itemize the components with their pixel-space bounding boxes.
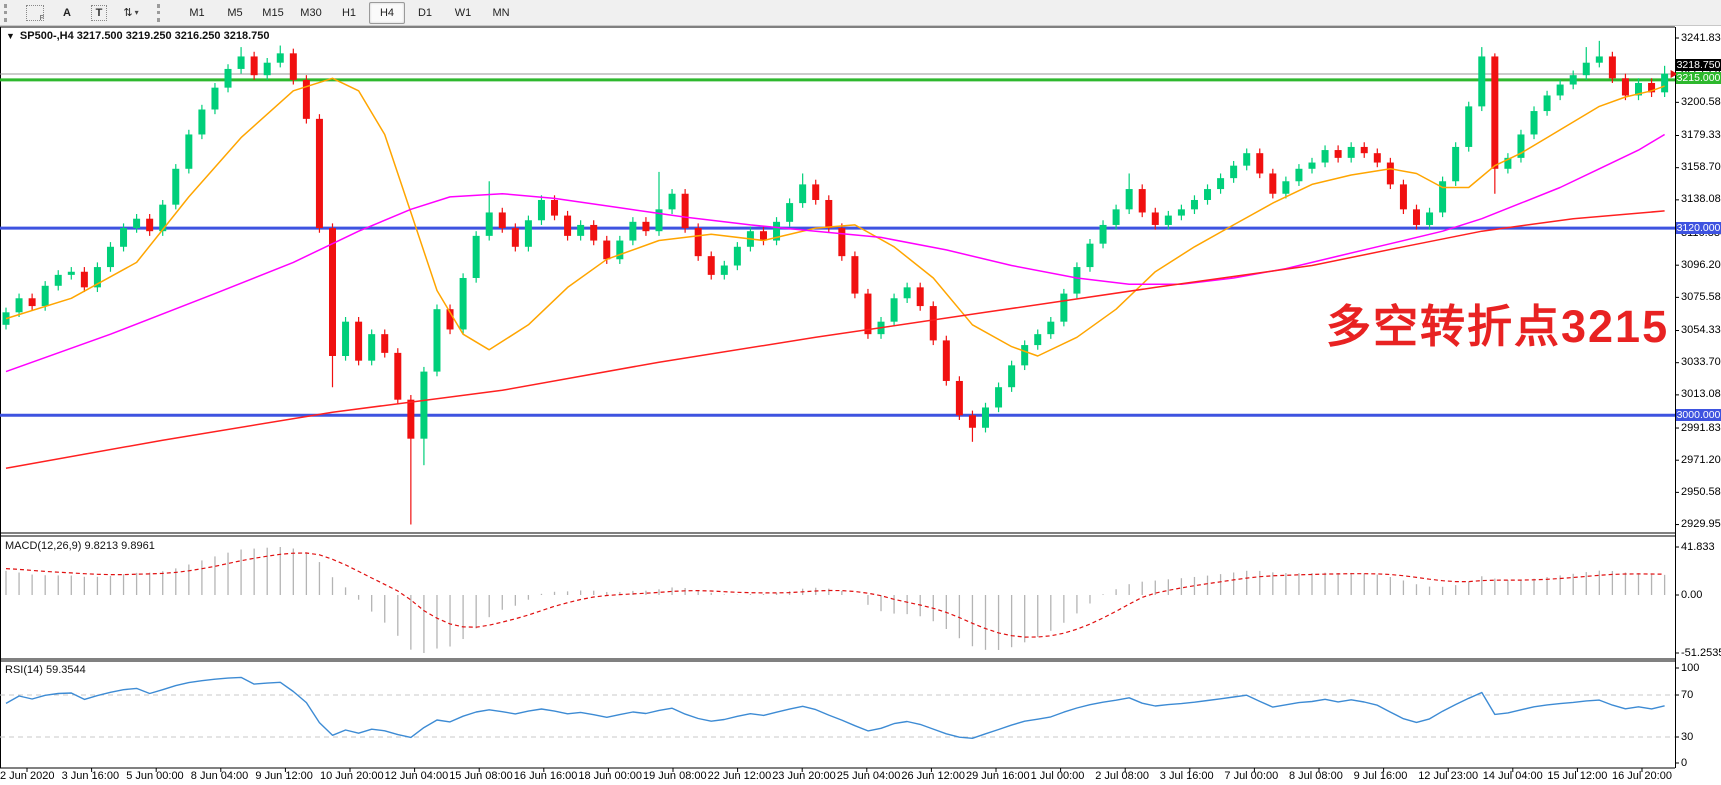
- price-tick-label: 3075.580: [1681, 290, 1721, 303]
- price-marker-bid-price: 3218.750: [1676, 59, 1721, 71]
- timeframe-button-mn[interactable]: MN: [492, 6, 510, 19]
- symbol-caret-icon: ▼: [6, 31, 15, 41]
- rsi-axis-label: 30: [1681, 730, 1694, 743]
- chart-annotation: 多空转折点3215: [1326, 301, 1670, 352]
- time-axis-label: 16 Jun 16:00: [513, 770, 578, 782]
- time-axis-label: 16 Jul 20:00: [1612, 770, 1672, 782]
- text-label-icon: T: [91, 4, 107, 21]
- time-axis-label: 7 Jul 00:00: [1224, 770, 1279, 782]
- last-price-marker: [1670, 70, 1678, 79]
- font-properties-button[interactable]: F: [20, 2, 50, 24]
- price-tick-label: 3033.705: [1681, 356, 1721, 369]
- rsi-line: [5, 676, 1665, 739]
- time-axis-label: 29 Jun 16:00: [966, 770, 1030, 782]
- time-axis-label: 3 Jun 16:00: [61, 770, 120, 782]
- price-tick-label: 2991.830: [1681, 421, 1721, 434]
- price-tick-label: 3200.580: [1681, 95, 1721, 108]
- rsi-axis-label: 70: [1681, 688, 1694, 701]
- time-axis-label: 19 Jun 08:00: [643, 770, 707, 782]
- time-axis-label: 9 Jul 16:00: [1353, 770, 1408, 782]
- time-axis-label: 14 Jul 04:00: [1482, 770, 1543, 782]
- time-axis-label: 23 Jun 20:00: [772, 770, 836, 782]
- rsi-axis-label: 100: [1681, 661, 1700, 674]
- price-tick-label: 3054.330: [1681, 324, 1721, 337]
- time-axis-label: 2 Jun 2020: [0, 770, 55, 782]
- slow-ma-line: [5, 210, 1665, 470]
- timeframe-button-d1[interactable]: D1: [417, 6, 433, 19]
- toolbar-drag-handle-2[interactable]: [157, 3, 168, 22]
- arrange-arrows-icon: ⇅: [123, 7, 133, 19]
- time-axis-label: 15 Jul 12:00: [1547, 770, 1608, 782]
- timeframe-button-h1[interactable]: H1: [341, 6, 357, 19]
- letter-a-icon: A: [63, 6, 71, 19]
- macd-axis-label: -51.2535: [1681, 646, 1721, 659]
- time-axis-label: 5 Jun 00:00: [126, 770, 184, 782]
- price-tick-label: 2971.205: [1681, 453, 1721, 466]
- time-axis-label: 3 Jul 16:00: [1159, 770, 1214, 782]
- timeframe-button-m30[interactable]: M30: [300, 6, 322, 19]
- time-axis-label: 12 Jun 04:00: [384, 770, 449, 782]
- macd-signal-line: [5, 552, 1665, 638]
- time-axis-label: 12 Jul 23:00: [1418, 770, 1479, 782]
- price-tick-label: 3179.330: [1681, 129, 1721, 141]
- time-axis-label: 15 Jun 08:00: [449, 770, 513, 782]
- price-tick-label: 2929.955: [1681, 518, 1721, 531]
- time-axis-label: 1 Jul 00:00: [1030, 770, 1085, 782]
- toolbar-drag-handle[interactable]: [4, 3, 15, 22]
- rsi-axis-label: 0: [1681, 756, 1688, 769]
- timeframe-button-m1[interactable]: M1: [189, 6, 205, 19]
- price-tick-label: 3013.080: [1681, 388, 1721, 401]
- toolbar: F A T ⇅ ▾ M1 M5 M15 M30 H1 H4 D1 W1 MN: [0, 0, 1721, 26]
- chart-title-text: SP500-,H4 3217.500 3219.250 3216.250 321…: [19, 30, 270, 42]
- price-marker-green-level: 3215.000: [1676, 72, 1721, 84]
- time-axis-label: 9 Jun 12:00: [255, 770, 313, 782]
- font-grid-icon: F: [26, 4, 44, 22]
- text-label-tool-button[interactable]: T: [84, 2, 114, 24]
- price-tick-label: 3138.080: [1681, 193, 1721, 206]
- macd-axis-label: 41.833: [1681, 540, 1715, 553]
- price-tick-label: 3241.830: [1681, 31, 1721, 44]
- time-axis-label: 10 Jun 20:00: [320, 770, 384, 782]
- arrow-tool-button[interactable]: A: [52, 2, 82, 24]
- timeframe-button-m15[interactable]: M15: [262, 6, 284, 19]
- price-tick-label: 3096.205: [1681, 258, 1721, 271]
- rsi-indicator-label: RSI(14) 59.3544: [5, 664, 86, 676]
- macd-axis-label: 0.00: [1681, 588, 1703, 601]
- time-axis-label: 22 Jun 12:00: [707, 770, 772, 782]
- dropdown-chevron-icon: ▾: [134, 8, 139, 17]
- price-marker-blue-level-upper: 3120.000: [1676, 222, 1721, 234]
- timeframe-button-w1[interactable]: W1: [454, 6, 472, 19]
- time-axis-label: 25 Jun 04:00: [836, 770, 901, 782]
- arrange-objects-button[interactable]: ⇅ ▾: [116, 2, 146, 24]
- price-tick-label: 2950.580: [1681, 485, 1721, 498]
- price-marker-blue-level-lower: 3000.000: [1676, 409, 1721, 421]
- time-axis-label: 18 Jun 00:00: [578, 770, 643, 782]
- chart-title: ▼ SP500-,H4 3217.500 3219.250 3216.250 32…: [6, 30, 269, 42]
- medium-ma-line: [5, 133, 1665, 373]
- timeframe-button-h4[interactable]: H4: [369, 1, 405, 24]
- time-axis-label: 26 Jun 12:00: [901, 770, 966, 782]
- timeframe-buttons: M1 M5 M15 M30 H1 H4 D1 W1 MN: [178, 1, 520, 24]
- price-tick-label: 3158.705: [1681, 161, 1721, 174]
- time-axis-label: 2 Jul 08:00: [1095, 770, 1150, 782]
- time-axis-label: 8 Jun 04:00: [190, 770, 249, 782]
- fast-ma-line: [5, 77, 1665, 357]
- timeframe-button-m5[interactable]: M5: [227, 6, 243, 19]
- macd-indicator-label: MACD(12,26,9) 9.8213 9.8961: [5, 540, 155, 552]
- time-axis-label: 8 Jul 08:00: [1289, 770, 1343, 782]
